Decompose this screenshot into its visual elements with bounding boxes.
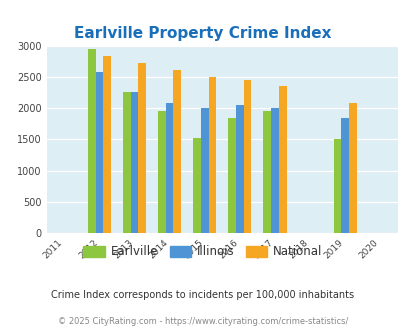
Text: © 2025 CityRating.com - https://www.cityrating.com/crime-statistics/: © 2025 CityRating.com - https://www.city… — [58, 317, 347, 326]
Bar — [193, 138, 200, 233]
Bar — [138, 63, 146, 233]
Text: Crime Index corresponds to incidents per 100,000 inhabitants: Crime Index corresponds to incidents per… — [51, 290, 354, 300]
Bar — [130, 91, 138, 233]
Bar — [235, 105, 243, 233]
Bar — [200, 108, 208, 233]
Bar — [341, 118, 348, 233]
Bar — [333, 139, 341, 233]
Bar — [173, 70, 181, 233]
Bar — [228, 118, 235, 233]
Bar — [165, 103, 173, 233]
Bar — [263, 112, 271, 233]
Bar — [348, 103, 356, 233]
Bar — [243, 80, 251, 233]
Bar — [95, 72, 103, 233]
Bar — [87, 49, 95, 233]
Bar — [123, 91, 130, 233]
Bar — [158, 112, 165, 233]
Bar — [271, 108, 278, 233]
Bar — [208, 77, 216, 233]
Bar — [278, 86, 286, 233]
Legend: Earlville, Illinois, National: Earlville, Illinois, National — [78, 241, 327, 263]
Bar — [103, 55, 111, 233]
Text: Earlville Property Crime Index: Earlville Property Crime Index — [74, 26, 331, 41]
